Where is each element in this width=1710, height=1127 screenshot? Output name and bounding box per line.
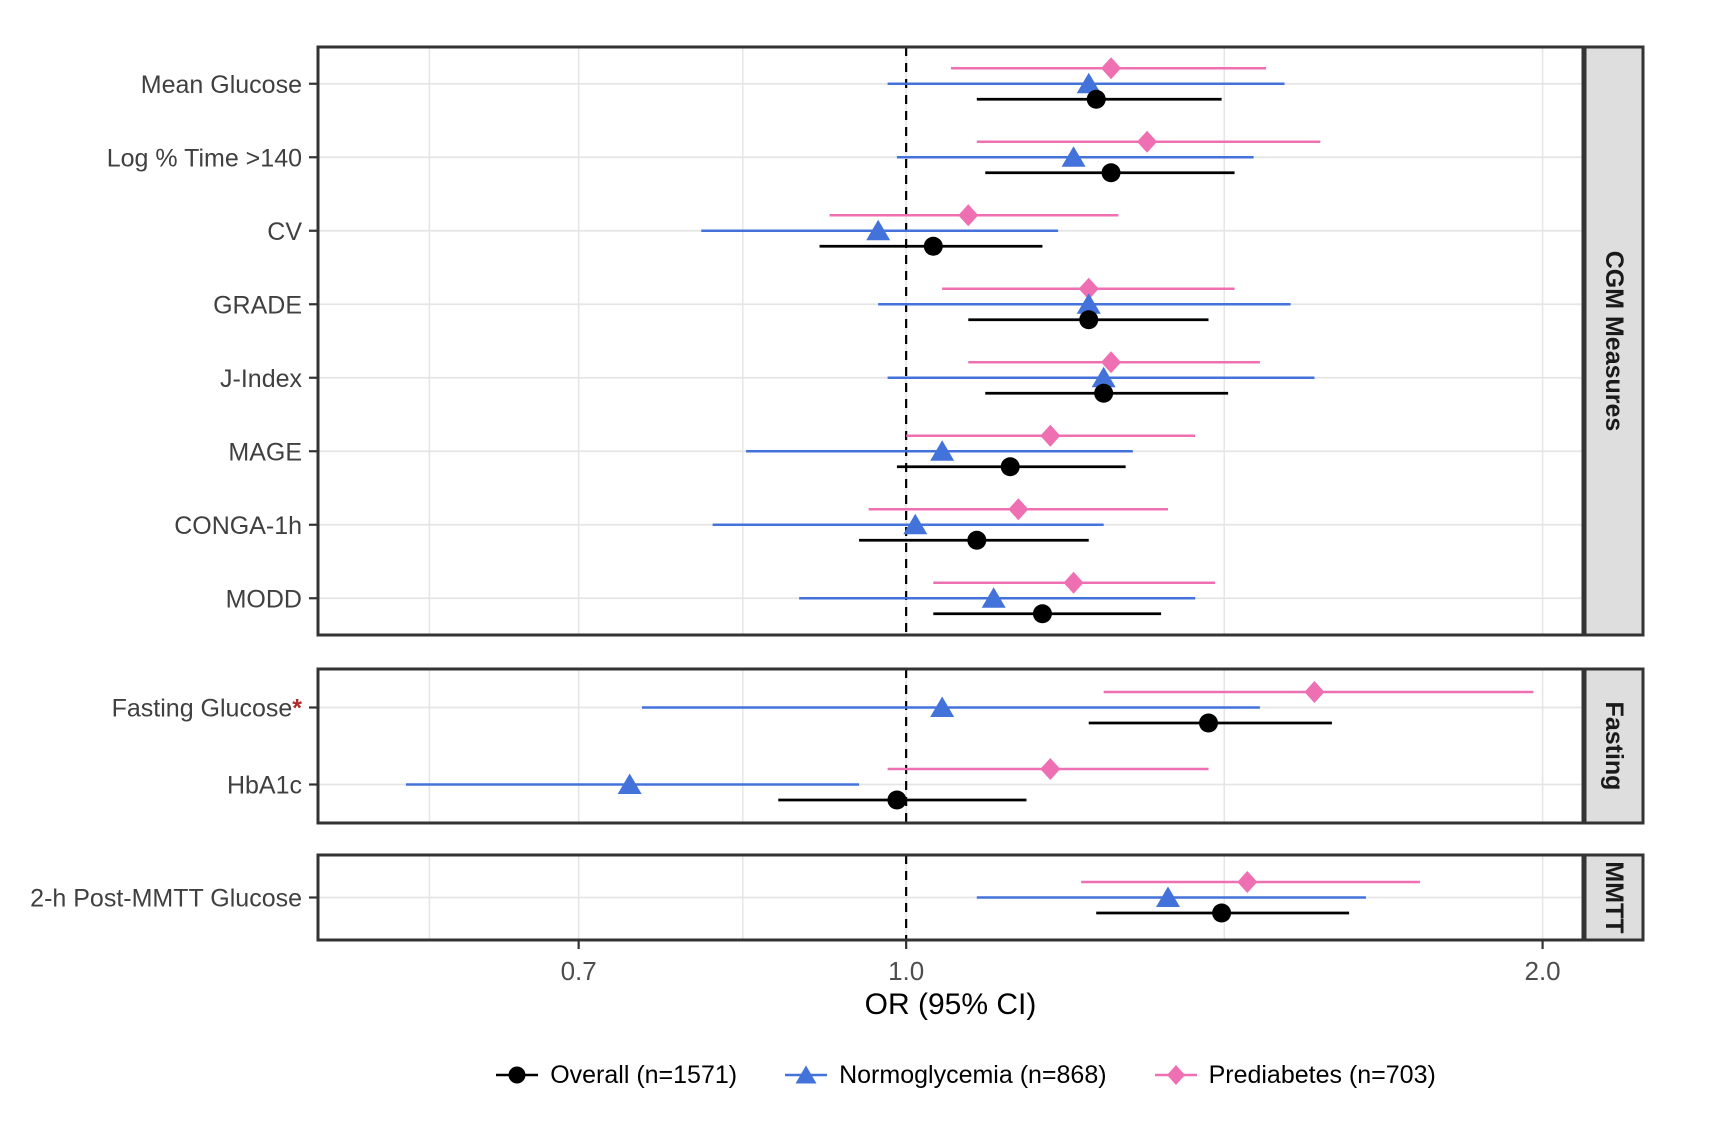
- normoglycemia-point: [1061, 146, 1086, 167]
- panel-cgm-measures-background: [318, 47, 1583, 635]
- measure-label: Fasting Glucose*: [112, 695, 303, 723]
- measure-label: 2-h Post-MMTT Glucose: [30, 885, 302, 913]
- measure-label: CV: [267, 218, 302, 246]
- normoglycemia-point: [1155, 886, 1180, 907]
- overall-point: [1212, 903, 1232, 923]
- prediabetes-point: [1101, 57, 1122, 80]
- panel-fasting-border: [316, 667, 1585, 825]
- overall-point: [1199, 713, 1219, 733]
- prediabetes-point: [1237, 871, 1258, 893]
- panel-strip-cgm-measures: [1583, 45, 1645, 637]
- normoglycemia-point: [981, 587, 1006, 608]
- overall-point: [1079, 310, 1099, 330]
- normoglycemia-point: [930, 440, 955, 461]
- measure-label: CONGA-1h: [174, 512, 302, 540]
- legend-item-overall: Overall (n=1571): [494, 1060, 737, 1090]
- x-tick-label: 2.0: [1525, 956, 1561, 986]
- legend-label: Normoglycemia (n=868): [839, 1060, 1107, 1089]
- legend-label: Prediabetes (n=703): [1208, 1060, 1436, 1089]
- panel-strip-label: MMTT: [1600, 861, 1628, 933]
- overall-point: [1086, 89, 1106, 109]
- measure-label: J-Index: [220, 365, 302, 393]
- panel-strip-label: CGM Measures: [1600, 251, 1628, 432]
- normoglycemia-point: [903, 513, 928, 535]
- overall-point: [887, 790, 907, 810]
- normoglycemia-point: [1091, 366, 1116, 388]
- overall-point: [1032, 604, 1052, 624]
- diamond-icon: [1154, 1065, 1197, 1085]
- prediabetes-point: [1137, 130, 1158, 153]
- significance-asterisk: *: [292, 695, 302, 723]
- overall-point: [1094, 383, 1114, 403]
- measure-label: GRADE: [213, 291, 302, 319]
- panel-cgm-measures-border: [316, 45, 1585, 637]
- measure-label: Mean Glucose: [141, 71, 302, 99]
- legend: Overall (n=1571) Normoglycemia (n=868) Pre…: [260, 1060, 1670, 1090]
- panel-strip-mmtt: [1583, 853, 1645, 942]
- legend-label: Overall (n=1571): [550, 1060, 738, 1089]
- circle-icon: [496, 1066, 539, 1084]
- x-tick-label: 1.0: [888, 956, 924, 986]
- x-axis-title: OR (95% CI): [864, 988, 1037, 1021]
- panel-strip-label: Fasting: [1600, 702, 1628, 791]
- prediabetes-point: [1101, 351, 1122, 374]
- prediabetes-point: [1063, 571, 1084, 594]
- prediabetes-point: [1304, 681, 1325, 703]
- overall-point: [1101, 163, 1121, 183]
- legend-item-prediabetes: Prediabetes (n=703): [1153, 1060, 1436, 1090]
- measure-label: Log % Time >140: [107, 144, 302, 172]
- prediabetes-point: [1040, 424, 1061, 447]
- panel-fasting-background: [318, 669, 1583, 823]
- legend-item-normoglycemia: Normoglycemia (n=868): [783, 1060, 1107, 1090]
- prediabetes-point: [1040, 758, 1061, 780]
- normoglycemia-point: [930, 696, 955, 717]
- prediabetes-point: [958, 204, 979, 227]
- normoglycemia-point: [1076, 293, 1101, 314]
- prediabetes-point: [1078, 277, 1099, 300]
- normoglycemia-point: [1076, 72, 1101, 94]
- measure-label: HbA1c: [227, 772, 302, 800]
- overall-point: [923, 236, 943, 256]
- overall-point: [967, 530, 987, 550]
- panel-strip-fasting: [1583, 667, 1645, 825]
- x-tick-label: 0.7: [561, 956, 597, 986]
- triangle-icon: [785, 1065, 828, 1084]
- measure-label: MAGE: [228, 438, 302, 466]
- overall-point: [1000, 457, 1020, 477]
- measure-label: MODD: [226, 585, 302, 613]
- panel-mmtt-border: [316, 853, 1585, 942]
- normoglycemia-point: [866, 219, 891, 241]
- prediabetes-point: [1008, 498, 1029, 521]
- normoglycemia-point: [617, 773, 642, 794]
